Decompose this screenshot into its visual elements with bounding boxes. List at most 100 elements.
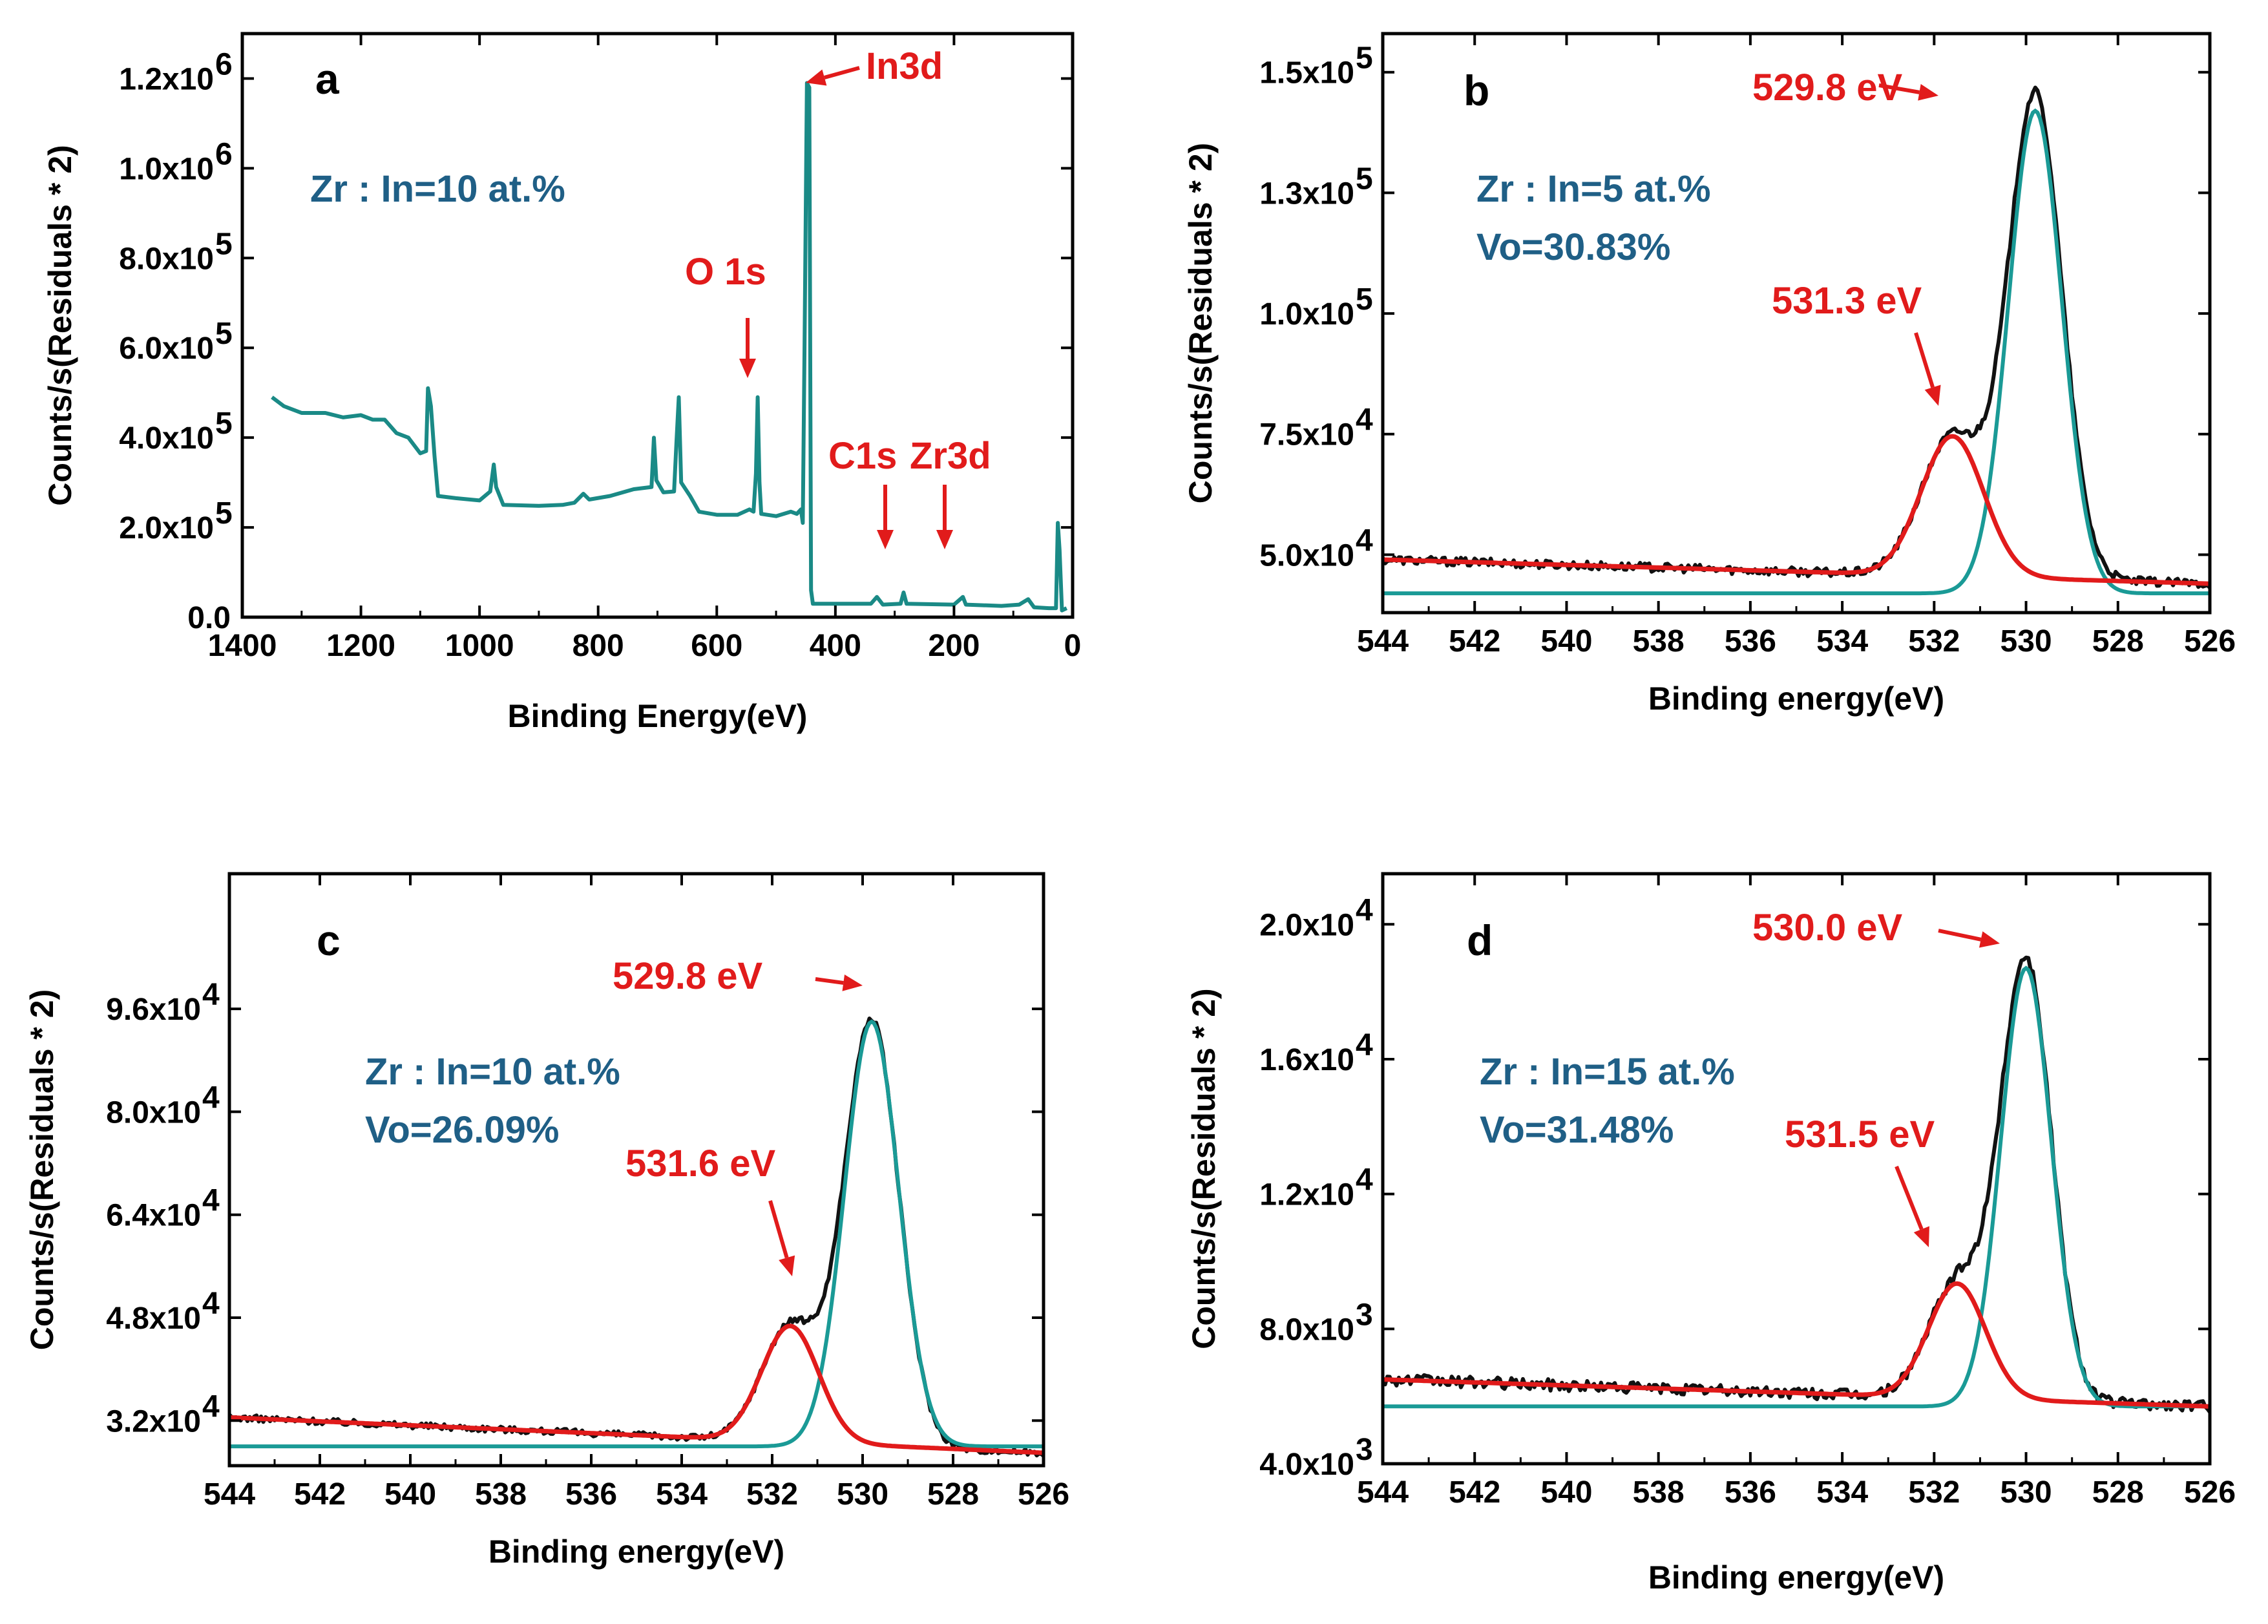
y-tick-label: 8.0x10 [119, 242, 214, 276]
x-tick-label: 526 [2184, 1475, 2236, 1510]
x-tick-label: 540 [1540, 1475, 1592, 1510]
y-tick-exponent: 5 [215, 406, 233, 441]
y-tick-exponent: 5 [215, 496, 233, 531]
annotation-arrow-shaft [815, 977, 844, 985]
axes-frame-a [240, 32, 1075, 619]
annotation-arrow-shaft [1895, 1165, 1924, 1230]
x-tick-label: 528 [927, 1477, 979, 1512]
y-tick-exponent: 5 [215, 317, 233, 351]
x-tick-label: 530 [2000, 624, 2052, 659]
x-tick-label: 0 [1064, 629, 1082, 663]
annotation-arrow-shaft [1878, 83, 1920, 94]
y-tick-exponent: 5 [1356, 41, 1373, 76]
annotation-arrow-head [1979, 931, 2000, 948]
y-tick-exponent: 5 [1356, 162, 1373, 196]
fit-peak-oxygen-vacancy [1383, 434, 2210, 586]
x-tick-label: 536 [565, 1477, 617, 1512]
y-tick-label: 1.0x10 [1259, 297, 1354, 332]
vacancy-ratio-label: Vo=26.09% [365, 1109, 559, 1151]
y-tick-exponent: 4 [1356, 523, 1373, 558]
annotation-arrow-shaft [1914, 332, 1935, 388]
y-axis-label: Counts/s(Residuals * 2) [1182, 143, 1219, 503]
x-tick-label: 1000 [445, 629, 514, 663]
composition-label: Zr : In=15 at.% [1480, 1051, 1735, 1093]
y-tick-label: 8.0x10 [106, 1095, 201, 1130]
peak-annotation: 531.5 eV [1785, 1113, 1935, 1155]
x-tick-label: 542 [1449, 624, 1500, 659]
fit-peak-lattice-oxygen [1383, 108, 2210, 596]
y-tick-label: 9.6x10 [106, 993, 201, 1027]
y-tick-exponent: 4 [202, 1389, 220, 1424]
y-tick-exponent: 6 [215, 47, 233, 81]
y-tick-label: 2.0x10 [119, 511, 214, 545]
y-tick-label: 3.2x10 [106, 1404, 201, 1439]
peak-annotation: O 1s [685, 251, 766, 293]
annotation-arrow-shaft [824, 66, 860, 79]
peak-annotation: In3d [866, 45, 943, 87]
y-tick-label: 1.5x10 [1259, 56, 1354, 90]
annotation-arrow-head [1918, 84, 1938, 101]
annotation-arrow-shaft [768, 1200, 789, 1259]
y-tick-label: 1.0x10 [119, 152, 214, 186]
y-tick-label: 4.0x10 [119, 421, 214, 456]
y-tick-label: 1.2x10 [1259, 1178, 1354, 1212]
x-tick-label: 1400 [208, 629, 277, 663]
annotation-arrow-head [739, 359, 756, 378]
x-tick-label: 540 [384, 1477, 436, 1512]
composition-label: Zr : In=5 at.% [1476, 168, 1711, 210]
y-tick-exponent: 4 [202, 1287, 220, 1321]
y-tick-label: 7.5x10 [1259, 418, 1354, 452]
annotation-arrow-shaft [1938, 929, 1982, 942]
annotation-arrow-head [779, 1255, 795, 1276]
x-tick-label: 540 [1540, 624, 1592, 659]
annotation-arrow-head [936, 530, 953, 549]
panel-letter: d [1467, 916, 1493, 964]
plot-area-a [271, 81, 1068, 613]
y-tick-exponent: 5 [1356, 282, 1373, 317]
y-axis-label: Counts/s(Residuals * 2) [1186, 988, 1222, 1349]
y-tick-exponent: 4 [1356, 1028, 1373, 1062]
x-tick-label: 532 [746, 1477, 798, 1512]
annotation-arrow-head [1913, 1226, 1929, 1247]
y-tick-label: 5.0x10 [1259, 538, 1354, 573]
x-tick-label: 528 [2092, 1475, 2144, 1510]
x-tick-label: 538 [1633, 1475, 1685, 1510]
y-tick-label: 4.8x10 [106, 1302, 201, 1336]
fit-peak-lattice-oxygen [1383, 965, 2210, 1409]
x-tick-label: 542 [1449, 1475, 1500, 1510]
fit-peak-lattice-oxygen [229, 1019, 1044, 1449]
x-tick-label: 1200 [326, 629, 395, 663]
peak-annotation: 531.6 eV [625, 1143, 776, 1185]
y-tick-exponent: 4 [1356, 1163, 1373, 1197]
y-tick-exponent: 4 [202, 978, 220, 1012]
plot-area-c [229, 1017, 1044, 1458]
y-tick-label: 1.6x10 [1259, 1043, 1354, 1077]
x-tick-label: 400 [810, 629, 861, 663]
y-tick-label: 6.4x10 [106, 1199, 201, 1233]
x-tick-label: 532 [1908, 1475, 1960, 1510]
x-tick-label: 538 [1633, 624, 1685, 659]
x-tick-label: 544 [1357, 624, 1409, 659]
y-tick-label: 1.3x10 [1259, 176, 1354, 211]
y-tick-label: 2.0x10 [1259, 908, 1354, 942]
panel-letter: b [1464, 67, 1489, 114]
x-tick-label: 534 [1816, 624, 1868, 659]
peak-annotation: C1s [828, 435, 897, 477]
x-tick-label: 538 [475, 1477, 527, 1512]
panel-a: 1400 1200 1000 800 600 400 200 00.02.0x10 54.0x1… [42, 32, 1082, 734]
x-tick-label: 536 [1725, 1475, 1776, 1510]
composition-label: Zr : In=10 at.% [310, 168, 565, 210]
y-tick-exponent: 4 [202, 1081, 220, 1115]
peak-annotation: 530.0 eV [1752, 907, 1903, 949]
y-tick-exponent: 3 [1356, 1298, 1373, 1332]
x-tick-label: 200 [928, 629, 980, 663]
x-tick-label: 544 [1357, 1475, 1409, 1510]
y-tick-exponent: 4 [1356, 893, 1373, 927]
series-line-survey [271, 81, 1068, 613]
x-tick-label: 528 [2092, 624, 2144, 659]
y-tick-label: 6.0x10 [119, 332, 214, 366]
